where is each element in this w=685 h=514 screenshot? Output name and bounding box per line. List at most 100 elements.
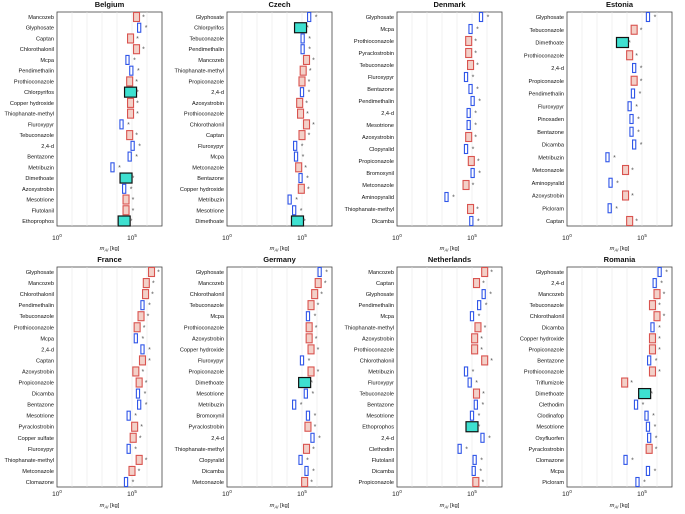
asterisk-marker: * <box>635 219 638 226</box>
asterisk-marker: * <box>312 57 315 64</box>
category-label: Chlorothalonil <box>360 358 394 364</box>
data-marker <box>472 454 477 465</box>
data-marker <box>314 278 322 289</box>
x-axis-label: mAI [kg] <box>440 246 460 253</box>
asterisk-marker: * <box>480 457 483 464</box>
asterisk-marker: * <box>307 186 310 193</box>
asterisk-marker: * <box>476 63 479 70</box>
asterisk-marker: * <box>308 79 311 86</box>
data-marker <box>119 172 133 184</box>
data-marker <box>140 300 145 311</box>
data-marker <box>607 203 612 214</box>
category-label: Thiophanate-methyl <box>345 207 394 213</box>
asterisk-marker: * <box>658 336 661 343</box>
asterisk-marker: * <box>631 168 634 175</box>
asterisk-marker: * <box>476 27 479 34</box>
data-marker <box>305 410 311 421</box>
category-label: Chlorothalonil <box>20 292 54 298</box>
data-marker <box>647 432 652 443</box>
category-label: Tebuconazole <box>359 63 394 69</box>
category-label: Tebuconazole <box>189 303 224 309</box>
category-label: Dicamba <box>372 469 395 475</box>
data-marker <box>310 432 315 443</box>
asterisk-marker: * <box>305 100 308 107</box>
asterisk-marker: * <box>481 480 484 487</box>
data-marker <box>296 108 305 119</box>
asterisk-marker: * <box>320 292 323 299</box>
chart-panel-germany: Germany 100 105 mAI [kg] Glyphosate * Mancozeb… <box>175 255 333 510</box>
asterisk-marker: * <box>635 104 638 111</box>
asterisk-marker: * <box>490 270 493 277</box>
data-marker <box>301 476 309 488</box>
asterisk-marker: * <box>308 36 311 43</box>
category-label: Metconazole <box>532 168 564 174</box>
asterisk-marker: * <box>132 480 135 487</box>
category-label: Captan <box>546 219 564 225</box>
data-marker <box>474 322 482 333</box>
data-marker <box>123 476 129 488</box>
category-label: Mesotrione <box>366 414 394 420</box>
x-tick-label: 105 <box>467 233 477 242</box>
data-marker <box>645 11 651 23</box>
asterisk-marker: * <box>118 165 121 172</box>
category-label: Metconazole <box>192 165 224 171</box>
category-label: Prothioconazole <box>524 53 564 59</box>
asterisk-marker: * <box>314 413 317 420</box>
data-marker <box>287 194 292 205</box>
data-marker <box>140 344 145 355</box>
data-marker <box>648 300 657 311</box>
asterisk-marker: * <box>148 303 151 310</box>
asterisk-marker: * <box>145 457 148 464</box>
chart-title: Czech <box>268 0 291 9</box>
asterisk-marker: * <box>476 87 479 94</box>
data-marker <box>299 355 305 366</box>
asterisk-marker: * <box>652 413 655 420</box>
category-label: Prothioconazole <box>184 112 224 118</box>
asterisk-marker: * <box>476 207 479 214</box>
asterisk-marker: * <box>312 446 315 453</box>
data-marker <box>469 311 475 322</box>
data-marker <box>645 421 651 432</box>
data-marker <box>307 366 315 377</box>
asterisk-marker: * <box>152 281 155 288</box>
data-marker <box>463 366 469 377</box>
category-label: Glyphosate <box>536 15 564 21</box>
asterisk-marker: * <box>472 369 475 376</box>
asterisk-marker: * <box>141 369 144 376</box>
category-label: Chlorothalonil <box>530 314 564 320</box>
data-marker <box>648 366 657 377</box>
data-marker <box>126 97 135 108</box>
category-label: 2,4-d <box>41 144 54 150</box>
data-marker <box>630 24 638 35</box>
category-label: Ethoprophos <box>22 219 54 225</box>
data-marker <box>133 333 138 344</box>
data-marker <box>302 54 311 65</box>
category-label: Clethodim <box>539 403 565 409</box>
asterisk-marker: * <box>654 468 657 475</box>
category-label: Mcpa <box>380 314 395 320</box>
data-marker <box>465 35 473 47</box>
asterisk-marker: * <box>474 135 477 142</box>
asterisk-marker: * <box>132 197 135 204</box>
asterisk-marker: * <box>488 435 491 442</box>
asterisk-marker: * <box>637 117 640 124</box>
x-axis-label: mAI [kg] <box>270 246 290 253</box>
data-marker <box>133 322 141 333</box>
data-marker <box>292 205 297 216</box>
asterisk-marker: * <box>478 424 481 431</box>
category-label: Dimethoate <box>535 41 564 47</box>
asterisk-marker: * <box>136 111 139 118</box>
asterisk-marker: * <box>295 197 298 204</box>
asterisk-marker: * <box>145 402 148 409</box>
x-axis-label: mAI [kg] <box>100 246 120 253</box>
data-marker <box>629 113 634 125</box>
asterisk-marker: * <box>660 281 663 288</box>
category-label: Bentazone <box>537 130 564 136</box>
data-marker <box>296 97 304 108</box>
data-marker <box>621 377 629 388</box>
x-axis-label: mAI [kg] <box>610 246 630 253</box>
chart-title: Estonia <box>606 0 634 9</box>
category-label: Mcpa <box>550 469 565 475</box>
category-label: Dicamba <box>32 392 55 398</box>
asterisk-marker: * <box>324 281 327 288</box>
